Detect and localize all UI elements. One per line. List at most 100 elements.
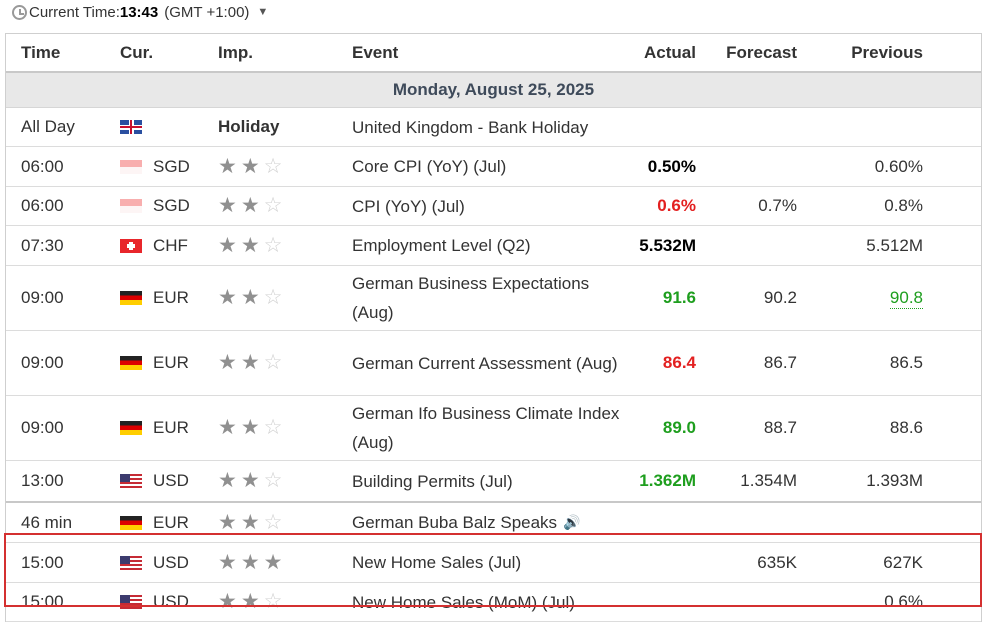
star-filled-icon: ★ [218, 351, 237, 374]
star-empty-icon: ☆ [263, 469, 283, 492]
event-link[interactable]: German Ifo Business Climate Index (Aug) [352, 404, 620, 452]
event-name[interactable]: German Current Assessment (Aug) [352, 331, 622, 395]
timezone-label: (GMT +1:00) [164, 3, 250, 21]
event-link[interactable]: Employment Level (Q2) [352, 236, 531, 255]
table-row[interactable]: 09:00 EUR ★ ★ ☆ German Ifo Business Climate I… [6, 396, 981, 461]
event-link[interactable]: German Buba Balz Speaks [352, 513, 558, 532]
table-row[interactable]: 46 min EUR ★ ★ ☆ German Buba Balz Speaks 🔊 [6, 503, 981, 543]
table-row[interactable]: All Day Holiday United Kingdom - Bank Holi… [6, 108, 981, 147]
header-previous[interactable]: Previous [851, 42, 923, 62]
header-actual[interactable]: Actual [644, 42, 696, 62]
event-name[interactable]: Employment Level (Q2) [352, 226, 622, 265]
table-header: Time Cur. Imp. Event Actual Forecast Pre… [6, 34, 981, 73]
table-row[interactable]: 09:00 EUR ★ ★ ☆ German Business Expectations … [6, 266, 981, 331]
star-empty-icon: ☆ [263, 510, 283, 534]
event-time: 06:00 [21, 196, 64, 215]
event-link[interactable]: New Home Sales (Jul) [352, 553, 522, 572]
event-link[interactable]: New Home Sales (MoM) (Jul) [352, 592, 575, 612]
star-filled-icon: ★ [218, 154, 237, 178]
header-currency[interactable]: Cur. [120, 42, 154, 62]
actual-value: 0.6% [657, 196, 696, 215]
forecast-value [666, 503, 797, 542]
star-filled-icon: ★ [218, 416, 237, 439]
event-name[interactable]: German Buba Balz Speaks 🔊 [352, 503, 622, 542]
star-filled-icon: ★ [218, 233, 237, 257]
previous-text: 5.512M [866, 235, 923, 255]
star-filled-icon: ★ [240, 469, 260, 492]
event-name[interactable]: German Business Expectations (Aug) [352, 266, 622, 330]
header-importance[interactable]: Imp. [218, 42, 253, 62]
table-row[interactable]: 06:00 SGD ★ ★ ☆ CPI (YoY) (Jul) 0.6% 0.7% 0.8% [6, 187, 981, 226]
importance: ★ ★ ☆ [218, 461, 282, 501]
economic-calendar-table: Time Cur. Imp. Event Actual Forecast Pre… [5, 33, 982, 622]
importance-stars: ★ ★ ★ [218, 550, 282, 574]
previous-revised-link[interactable]: 90.8 [889, 287, 923, 309]
forecast-value: 0.7% [758, 196, 797, 215]
forecast-value [666, 147, 797, 186]
star-filled-icon: ★ [240, 351, 260, 374]
country-flag [120, 187, 142, 225]
importance: ★ ★ ☆ [218, 147, 282, 186]
event-name[interactable]: Core CPI (YoY) (Jul) [352, 147, 622, 186]
header-forecast[interactable]: Forecast [726, 42, 797, 62]
table-row[interactable]: 09:00 EUR ★ ★ ☆ German Current Assessment (Au… [6, 331, 981, 396]
star-filled-icon: ★ [240, 233, 260, 257]
current-time-bar[interactable]: Current Time: 13:43 (GMT +1:00) ▼ [12, 2, 268, 22]
currency-code: SGD [153, 196, 190, 215]
event-time: All Day [21, 117, 75, 136]
currency-code: EUR [153, 353, 189, 372]
star-filled-icon: ★ [218, 510, 237, 534]
table-row[interactable]: 13:00 USD ★ ★ ☆ Building Permits (Jul) 1.362M 1… [6, 461, 981, 503]
previous-value: 627K [796, 543, 923, 582]
speaker-icon: 🔊 [563, 514, 581, 530]
star-filled-icon: ★ [218, 469, 237, 492]
previous-text: 1.393M [866, 471, 923, 490]
events-list: All Day Holiday United Kingdom - Bank Holi… [6, 108, 981, 622]
event-link[interactable]: Building Permits (Jul) [352, 471, 513, 491]
star-filled-icon: ★ [218, 590, 237, 613]
event-time: 06:00 [21, 156, 64, 176]
event-link[interactable]: German Current Assessment (Aug) [352, 353, 618, 373]
previous-value: 0.6% [796, 583, 923, 621]
country-flag [120, 331, 142, 395]
event-name[interactable]: CPI (YoY) (Jul) [352, 187, 622, 225]
event-name[interactable]: Building Permits (Jul) [352, 461, 622, 501]
currency-code: USD [153, 592, 189, 611]
importance: ★ ★ ☆ [218, 266, 282, 330]
current-time-label: Current Time: [29, 3, 120, 21]
importance-stars: ★ ★ ☆ [218, 469, 283, 492]
forecast-value [666, 226, 797, 265]
table-row[interactable]: 15:00 USD ★ ★ ★ New Home Sales (Jul) 635K 627K [6, 543, 981, 583]
table-row[interactable]: 06:00 SGD ★ ★ ☆ Core CPI (YoY) (Jul) 0.50% 0.60… [6, 147, 981, 187]
importance: ★ ★ ☆ [218, 503, 282, 542]
event-link[interactable]: CPI (YoY) (Jul) [352, 196, 465, 216]
star-empty-icon: ☆ [263, 590, 283, 613]
forecast-value: 90.2 [763, 288, 797, 307]
previous-text: 88.6 [889, 418, 923, 437]
header-event[interactable]: Event [352, 42, 399, 62]
star-filled-icon: ★ [240, 550, 260, 574]
event-link[interactable]: German Business Expectations (Aug) [352, 274, 590, 322]
country-flag [120, 503, 142, 542]
event-link[interactable]: Core CPI (YoY) (Jul) [352, 157, 507, 176]
header-time[interactable]: Time [21, 42, 61, 62]
event-link[interactable]: United Kingdom - Bank Holiday [352, 117, 589, 137]
event-name[interactable]: New Home Sales (Jul) [352, 543, 622, 582]
importance-stars: ★ ★ ☆ [218, 510, 283, 534]
previous-text: 0.60% [874, 156, 923, 176]
forecast-value: 88.7 [763, 418, 797, 437]
star-filled-icon: ★ [240, 154, 260, 178]
chevron-down-icon[interactable]: ▼ [257, 6, 269, 18]
table-row[interactable]: 07:30 CHF ★ ★ ☆ Employment Level (Q2) 5.532M 5.… [6, 226, 981, 266]
event-name[interactable]: United Kingdom - Bank Holiday [352, 108, 622, 146]
table-row[interactable]: 15:00 USD ★ ★ ☆ New Home Sales (MoM) (Jul) 0.6… [6, 583, 981, 622]
previous-value [796, 503, 923, 542]
country-flag [120, 147, 142, 186]
event-name[interactable]: German Ifo Business Climate Index (Aug) [352, 396, 622, 460]
previous-value[interactable]: 90.8 [796, 266, 923, 330]
actual-value: 5.532M [639, 235, 696, 255]
forecast-value [666, 583, 797, 621]
previous-value: 0.8% [796, 187, 923, 225]
star-filled-icon: ★ [218, 286, 237, 309]
importance: ★ ★ ★ [218, 543, 282, 582]
